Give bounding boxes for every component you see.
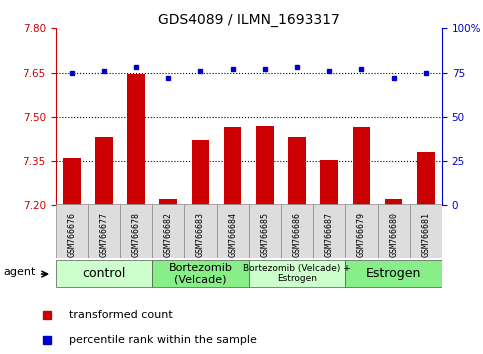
Bar (256, 126, 274, 205)
Text: GSM766684: GSM766684 (228, 212, 237, 257)
Bar (192, 141, 209, 205)
Text: agent: agent (4, 267, 36, 277)
Text: Estrogen: Estrogen (366, 267, 421, 280)
Bar (385, 199, 402, 205)
Bar (345, 204, 378, 258)
Bar (216, 204, 249, 258)
Text: GSM766687: GSM766687 (325, 212, 334, 257)
Text: GSM766681: GSM766681 (421, 212, 430, 257)
Bar (353, 127, 370, 205)
Bar (152, 259, 249, 287)
Bar (95, 137, 113, 205)
Bar (345, 259, 442, 287)
Title: GDS4089 / ILMN_1693317: GDS4089 / ILMN_1693317 (158, 13, 340, 27)
Bar (56, 259, 152, 287)
Bar (63, 158, 81, 205)
Text: GSM766677: GSM766677 (99, 212, 108, 257)
Bar (159, 199, 177, 205)
Bar (320, 160, 338, 205)
Text: transformed count: transformed count (69, 310, 173, 320)
Text: GSM766678: GSM766678 (131, 212, 141, 257)
Bar (417, 152, 435, 205)
Bar (288, 137, 306, 205)
Bar (120, 204, 152, 258)
Bar (56, 204, 88, 258)
Text: percentile rank within the sample: percentile rank within the sample (69, 335, 257, 344)
Text: GSM766683: GSM766683 (196, 212, 205, 257)
Text: GSM766682: GSM766682 (164, 212, 173, 257)
Bar (249, 259, 345, 287)
Text: GSM766679: GSM766679 (357, 212, 366, 257)
Text: control: control (82, 267, 126, 280)
Text: GSM766686: GSM766686 (293, 212, 301, 257)
Bar (378, 204, 410, 258)
Bar (185, 204, 216, 258)
Text: GSM766676: GSM766676 (67, 212, 76, 257)
Text: Bortezomib
(Velcade): Bortezomib (Velcade) (169, 263, 232, 284)
Text: Bortezomib (Velcade) +
Estrogen: Bortezomib (Velcade) + Estrogen (243, 264, 351, 283)
Bar (281, 204, 313, 258)
Bar (152, 204, 185, 258)
Text: GSM766685: GSM766685 (260, 212, 270, 257)
Bar (313, 204, 345, 258)
Text: GSM766680: GSM766680 (389, 212, 398, 257)
Bar (249, 204, 281, 258)
Bar (410, 204, 442, 258)
Bar (224, 127, 242, 205)
Bar (88, 204, 120, 258)
Bar (127, 74, 145, 205)
